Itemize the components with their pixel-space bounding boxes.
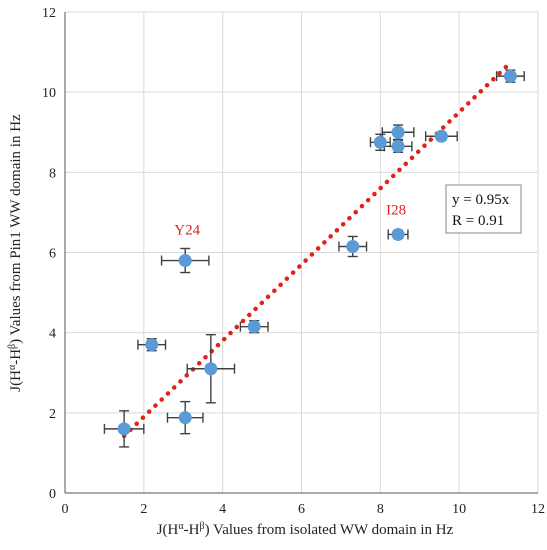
y-tick-label: 6: [49, 247, 56, 262]
y-axis-title-dash: -H: [8, 349, 24, 365]
trendline-dotted: [121, 60, 513, 439]
x-tick-label: 4: [219, 502, 226, 517]
x-axis-title-dash: -H: [184, 522, 200, 538]
data-point: [391, 125, 405, 139]
x-axis-title: J(Hα-Hβ) Values from isolated WW domain …: [157, 521, 454, 539]
equation-line: y = 0.95x: [452, 192, 510, 208]
annotations: Y24 I28: [174, 202, 406, 238]
data-point: [391, 139, 405, 153]
y-axis-title: J(Hα-Hβ) Values from Pin1 WW domain in H…: [7, 114, 25, 392]
data-point: [434, 129, 448, 143]
data-points: [117, 69, 517, 436]
x-tick-label: 12: [531, 502, 545, 517]
x-axis-title-prefix: J(H: [157, 522, 179, 538]
x-tick-labels: 0 2 4 6 8 10 12: [62, 502, 546, 517]
y-tick-label: 10: [42, 86, 56, 101]
x-tick-label: 6: [298, 502, 305, 517]
data-point: [204, 362, 218, 376]
data-point: [247, 320, 261, 334]
y-tick-label: 2: [49, 407, 56, 422]
data-point: [391, 227, 405, 241]
y-tick-label: 12: [42, 6, 56, 21]
x-tick-label: 8: [377, 502, 384, 517]
grid-lines: [65, 11, 539, 493]
y-tick-label: 8: [49, 166, 56, 181]
data-point: [503, 69, 517, 83]
x-tick-label: 10: [452, 502, 466, 517]
y-tick-label: 4: [49, 327, 56, 342]
x-axis-title-alpha: α: [178, 521, 184, 532]
x-tick-label: 0: [62, 502, 69, 517]
trendline: [121, 60, 513, 439]
data-point: [117, 422, 131, 436]
data-point: [178, 254, 192, 268]
annotation-label: I28: [386, 202, 406, 218]
x-tick-label: 2: [140, 502, 147, 517]
x-axis-title-rest: ) Values from isolated WW domain in Hz: [205, 522, 454, 538]
data-point: [373, 135, 387, 149]
y-axis-title-beta: β: [7, 344, 18, 349]
data-point: [346, 239, 360, 253]
y-tick-labels: 0 2 4 6 8 10 12: [42, 6, 56, 502]
y-tick-label: 0: [49, 487, 56, 502]
equation-box-frame: [445, 184, 522, 234]
y-axis-title-alpha: α: [7, 364, 18, 370]
data-point: [178, 411, 192, 425]
axes: [64, 12, 538, 494]
y-axis-title-prefix: J(H: [8, 370, 24, 392]
error-bars: [103, 69, 525, 448]
x-axis-title-beta: β: [199, 521, 204, 532]
equation-box: y = 0.95x R = 0.91: [445, 184, 522, 234]
annotation-label: Y24: [174, 222, 200, 238]
correlation-line: R = 0.91: [452, 213, 504, 229]
data-point: [145, 338, 159, 352]
y-axis-title-rest: ) Values from Pin1 WW domain in Hz: [8, 114, 24, 344]
